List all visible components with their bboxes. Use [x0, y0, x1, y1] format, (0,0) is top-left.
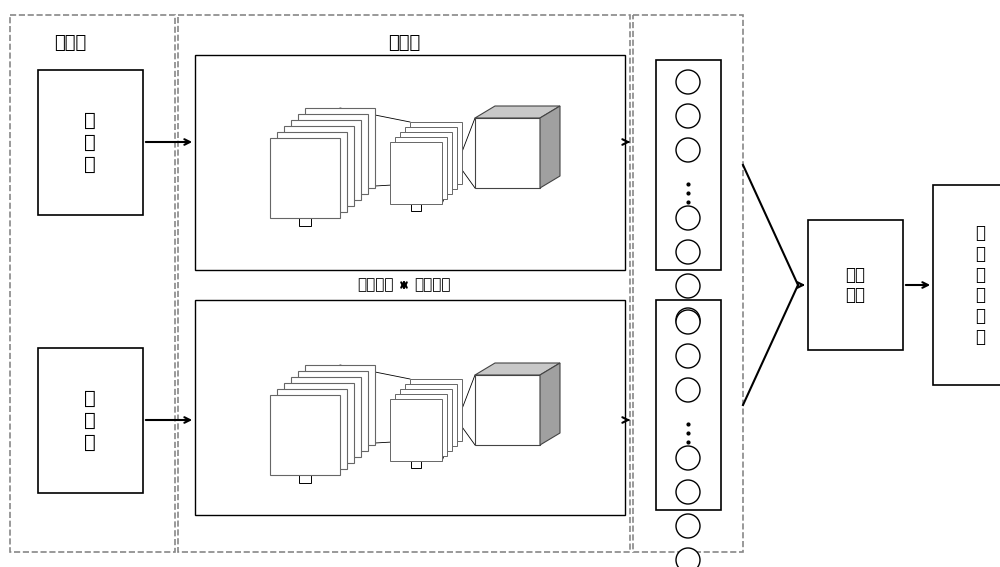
Bar — [38, 348, 143, 493]
Bar — [656, 60, 721, 270]
Bar — [400, 132, 452, 194]
Bar — [284, 126, 354, 206]
Circle shape — [676, 480, 700, 504]
Circle shape — [676, 70, 700, 94]
Bar — [395, 394, 447, 456]
Text: 时
频
图: 时 频 图 — [84, 388, 96, 451]
Bar — [933, 185, 1000, 385]
Bar — [291, 377, 361, 457]
Bar — [410, 379, 462, 441]
Bar — [633, 15, 743, 552]
Circle shape — [676, 344, 700, 368]
Polygon shape — [540, 363, 560, 445]
Bar — [299, 475, 311, 483]
Circle shape — [676, 548, 700, 567]
Text: 输入层: 输入层 — [54, 34, 86, 52]
Bar — [411, 461, 421, 468]
Bar — [10, 15, 175, 552]
Bar — [475, 375, 540, 445]
Bar — [390, 142, 442, 204]
Text: 子网络: 子网络 — [388, 34, 420, 52]
Bar — [291, 120, 361, 200]
Bar — [284, 383, 354, 463]
Bar — [270, 138, 340, 218]
Bar — [38, 70, 143, 215]
Circle shape — [676, 308, 700, 332]
Bar — [298, 371, 368, 451]
Bar — [195, 55, 625, 270]
Bar — [405, 384, 457, 446]
Circle shape — [676, 310, 700, 334]
Bar — [305, 108, 375, 188]
Text: 故
障
类
型
判
别: 故 障 类 型 判 别 — [975, 224, 985, 346]
Polygon shape — [475, 363, 560, 375]
Bar — [305, 365, 375, 445]
Bar — [298, 114, 368, 194]
Circle shape — [676, 138, 700, 162]
Bar — [411, 204, 421, 211]
Bar — [400, 389, 452, 451]
Polygon shape — [475, 106, 560, 118]
Bar — [390, 399, 442, 461]
Circle shape — [676, 378, 700, 402]
Circle shape — [676, 240, 700, 264]
Bar — [410, 122, 462, 184]
Polygon shape — [540, 106, 560, 188]
Bar — [475, 118, 540, 188]
Circle shape — [676, 446, 700, 470]
Bar — [656, 300, 721, 510]
Bar — [270, 395, 340, 475]
Bar — [277, 132, 347, 212]
Bar — [299, 218, 311, 226]
Text: 欧式
距离: 欧式 距离 — [845, 265, 865, 304]
Bar — [195, 300, 625, 515]
Text: 结构相同: 结构相同 — [358, 277, 394, 293]
Bar — [178, 15, 630, 552]
Bar — [405, 127, 457, 189]
Circle shape — [676, 274, 700, 298]
Circle shape — [676, 206, 700, 230]
Bar — [808, 220, 903, 350]
Bar — [277, 389, 347, 469]
Text: 权值共享: 权值共享 — [414, 277, 450, 293]
Text: 时
频
图: 时 频 图 — [84, 111, 96, 174]
Circle shape — [676, 104, 700, 128]
Circle shape — [676, 514, 700, 538]
Bar — [395, 137, 447, 199]
